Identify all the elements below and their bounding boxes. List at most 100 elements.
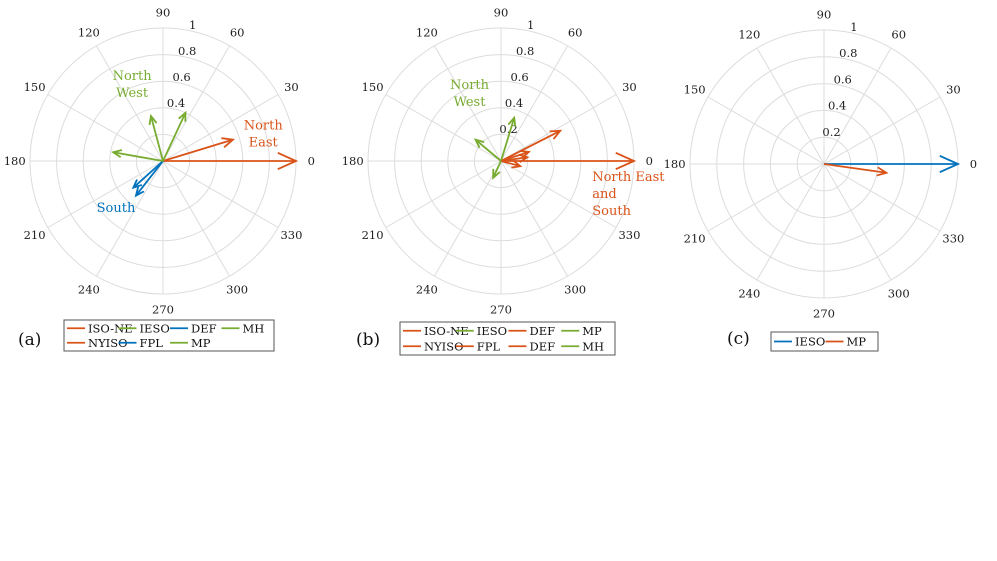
arrow-ieso <box>500 115 517 162</box>
legend-label: FPL <box>140 336 164 350</box>
legend-label: ISO-NE <box>424 324 469 338</box>
angle-tick-label: 150 <box>24 80 46 94</box>
legend-label: IESO <box>795 335 825 349</box>
region-annotation: West <box>454 95 487 110</box>
grid-spoke <box>162 45 230 162</box>
radius-tick-label: 0.2 <box>499 122 517 136</box>
arrow-nyiso <box>500 129 563 162</box>
grid-spoke <box>823 96 941 165</box>
region-annotation: South <box>592 204 631 219</box>
angle-tick-label: 210 <box>24 228 46 242</box>
angle-tick-label: 30 <box>946 82 961 96</box>
grid-spoke <box>500 160 568 277</box>
angle-tick-label: 30 <box>284 80 299 94</box>
arrow-def <box>500 153 530 163</box>
grid-spoke <box>500 160 617 228</box>
region-annotation: North <box>244 119 284 134</box>
arrow-shaft <box>132 160 164 189</box>
arrow-shaft <box>823 163 887 174</box>
angle-tick-label: 330 <box>942 232 964 246</box>
angle-tick-label: 180 <box>664 157 686 171</box>
angle-tick-label: 240 <box>416 282 438 296</box>
legend-label: NYISO <box>88 336 128 350</box>
angle-tick-label: 90 <box>494 6 509 20</box>
legend-label: FPL <box>477 339 501 353</box>
angle-tick-label: 300 <box>564 282 586 296</box>
arrow-def <box>131 160 164 190</box>
arrow-iso-ne <box>163 152 299 170</box>
region-annotation: North <box>113 69 153 84</box>
legend-label: MP <box>191 336 211 350</box>
arrow-mp <box>823 163 889 177</box>
arrow-head <box>507 115 517 127</box>
arrow-head <box>615 152 637 170</box>
radius-tick-label: 0.8 <box>178 44 196 58</box>
grid-spoke <box>707 163 825 232</box>
arrow-head <box>277 152 299 170</box>
grid-spoke <box>823 163 941 232</box>
angle-tick-label: 270 <box>490 302 512 316</box>
grid-spoke <box>500 94 617 162</box>
arrow-shaft <box>500 130 561 162</box>
angle-tick-label: 180 <box>4 154 26 168</box>
grid-spoke <box>434 45 502 162</box>
radius-tick-label: 1 <box>189 18 196 32</box>
grid-spoke <box>500 45 568 162</box>
angle-tick-label: 300 <box>888 286 910 300</box>
grid-spoke <box>162 160 230 277</box>
region-annotation: West <box>116 86 149 101</box>
angle-tick-label: 30 <box>622 80 637 94</box>
radius-tick-label: 0.6 <box>510 70 528 84</box>
angle-tick-label: 270 <box>813 306 835 320</box>
angle-tick-label: 120 <box>738 28 760 42</box>
angle-tick-label: 210 <box>362 228 384 242</box>
grid-spoke <box>823 47 892 165</box>
legend-label: DEF <box>530 339 556 353</box>
angle-tick-label: 60 <box>230 26 245 40</box>
angle-tick-label: 90 <box>817 8 832 22</box>
region-annotation: North East <box>592 170 665 185</box>
arrow-nyiso <box>162 137 236 162</box>
region-annotation: North <box>450 78 490 93</box>
legend-label: IESO <box>140 321 170 335</box>
legend-box <box>63 319 275 352</box>
legend-box <box>770 331 879 352</box>
grid-spoke <box>385 160 502 228</box>
angle-tick-label: 120 <box>78 26 100 40</box>
angle-tick-label: 270 <box>152 302 174 316</box>
grid-spoke <box>385 94 502 162</box>
polar-panel-2: 0 30 60 90 120 150 180 210 240 270 300 330 0.2 0.4 0.6… <box>342 6 665 356</box>
legend-label: MH <box>582 339 604 353</box>
arrow-head <box>221 137 236 148</box>
panel-label: (c) <box>727 329 750 349</box>
grid-spoke <box>756 47 825 165</box>
arrow-head <box>511 159 523 169</box>
radius-tick-label: 0.8 <box>839 46 857 60</box>
legend-label: NYISO <box>424 339 464 353</box>
arrow-fpl <box>134 160 164 198</box>
legend-label: DEF <box>530 324 556 338</box>
arrow-ieso <box>824 155 961 173</box>
arrow-mh <box>111 149 164 162</box>
arrow-shaft <box>474 138 502 162</box>
radius-tick-label: 0.8 <box>516 44 534 58</box>
radius-tick-label: 0.4 <box>167 96 185 110</box>
angle-tick-label: 240 <box>78 282 100 296</box>
polar-panel-1: 0 30 60 90 120 150 180 210 240 270 300 330 0.4 0.6 0.8… <box>4 6 315 352</box>
radius-tick-label: 0.4 <box>828 99 846 113</box>
grid-spoke <box>823 163 892 281</box>
angle-tick-label: 0 <box>646 154 653 168</box>
grid-spoke <box>96 160 164 277</box>
arrow-shaft <box>162 138 234 162</box>
grid-spoke <box>756 163 825 281</box>
angle-tick-label: 120 <box>416 26 438 40</box>
arrow-shaft <box>500 160 521 168</box>
legend: ISO-NE IESO DEF MH NYISO FPL MP <box>63 319 275 352</box>
arrow-def <box>500 159 523 169</box>
legend-box <box>399 321 616 356</box>
legend: ISO-NE IESO DEF MP NYISO FPL DEF MH <box>399 321 616 356</box>
polar-panel-3: 0 30 60 90 120 150 180 210 240 270 300 330 0.2 0.4 0.6… <box>664 8 977 352</box>
radius-tick-label: 0.2 <box>822 125 840 139</box>
legend-label: IESO <box>477 324 507 338</box>
